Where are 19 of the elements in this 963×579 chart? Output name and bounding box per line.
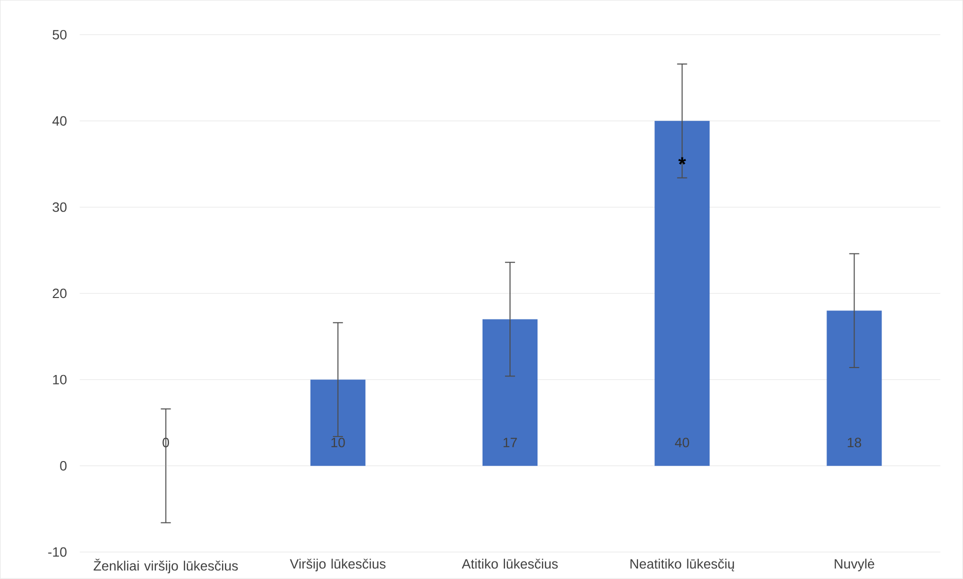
- bar: [482, 319, 538, 466]
- x-tick-label: Neatitiko lūkesčių: [630, 558, 734, 572]
- data-label: 18: [848, 438, 862, 448]
- y-tick-label: 50: [52, 30, 67, 40]
- x-tick-label: Ženkliai viršijo lūkesčius: [94, 558, 238, 574]
- data-label: 40: [674, 438, 690, 448]
- bar: [654, 121, 710, 466]
- y-tick-label: 20: [52, 288, 67, 298]
- data-label: 17: [504, 438, 517, 448]
- y-tick-label: 30: [52, 202, 67, 212]
- x-tick-label: Atitiko lūkesčius: [462, 558, 558, 569]
- y-tick-label: 0: [60, 461, 67, 471]
- bar: [826, 310, 882, 466]
- y-tick-label: 40: [52, 116, 67, 126]
- x-tick-label: Nuvylė: [834, 558, 874, 572]
- data-label: 10: [331, 438, 345, 448]
- x-tick-label: Viršijo lūkesčius: [290, 558, 386, 572]
- y-tick-label: 10: [53, 374, 67, 384]
- y-tick-label: -10: [48, 547, 67, 557]
